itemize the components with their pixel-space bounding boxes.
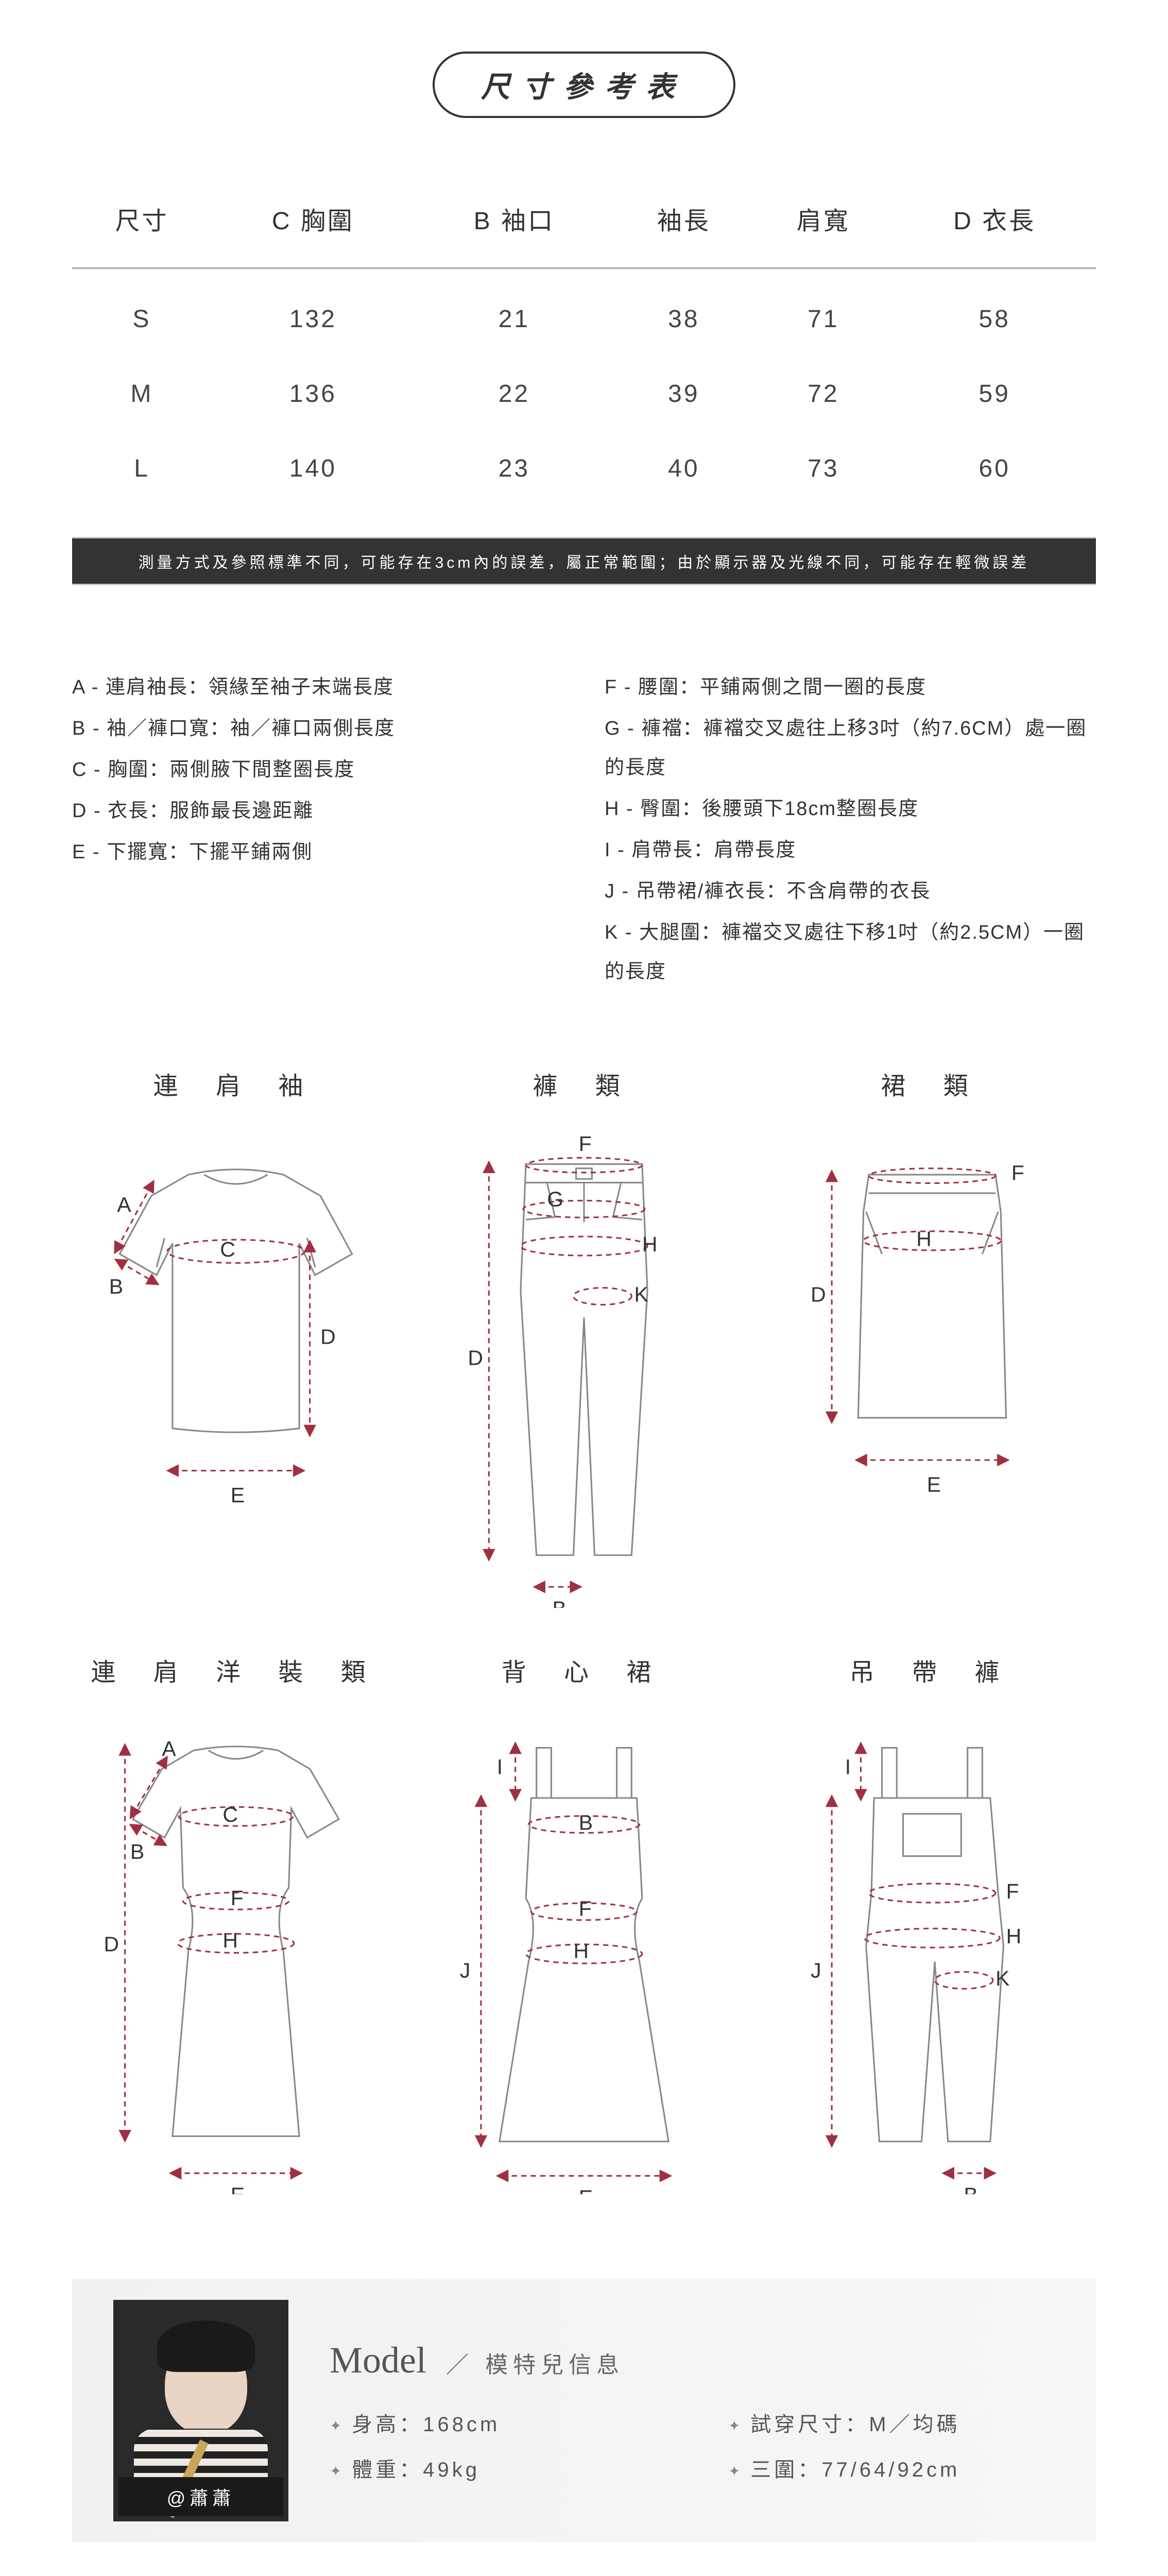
svg-text:F: F bbox=[579, 1132, 592, 1156]
legend-item: F - 腰圍：平鋪兩側之間一圈的長度 bbox=[605, 668, 1096, 707]
page-title-wrap: 尺寸參考表 bbox=[72, 52, 1096, 118]
svg-text:E: E bbox=[231, 1483, 245, 1507]
svg-text:G: G bbox=[547, 1188, 563, 1211]
svg-text:I: I bbox=[497, 1755, 503, 1779]
svg-text:I: I bbox=[845, 1755, 851, 1779]
model-name: @蕭蕭 bbox=[118, 2477, 283, 2516]
tee-icon: A B C D E bbox=[72, 1132, 400, 1513]
svg-text:H: H bbox=[916, 1227, 932, 1251]
legend-right: F - 腰圍：平鋪兩側之間一圈的長度 G - 褲襠：褲襠交叉處往上移3吋（約7.… bbox=[605, 668, 1096, 993]
svg-text:E: E bbox=[579, 2186, 593, 2194]
svg-text:C: C bbox=[220, 1238, 235, 1261]
diagram-pants: 褲 類 F G bbox=[420, 1065, 748, 1611]
svg-text:F: F bbox=[1011, 1161, 1024, 1184]
svg-text:C: C bbox=[222, 1803, 238, 1826]
legend-item: J - 吊帶裙/褲衣長：不含肩帶的衣長 bbox=[605, 872, 1096, 911]
overalls-icon: I F H K J B bbox=[768, 1719, 1096, 2194]
dress-icon: A B C F H D E bbox=[72, 1719, 400, 2194]
svg-text:K: K bbox=[995, 1967, 1009, 1990]
table-row: L14023407360 bbox=[72, 431, 1096, 506]
diagram-cami-dress: 背 心 裙 I B F H J bbox=[420, 1652, 748, 2197]
table-row: M13622397259 bbox=[72, 357, 1096, 431]
table-row: S13221387158 bbox=[72, 268, 1096, 357]
diagram-title: 褲 類 bbox=[420, 1065, 748, 1101]
stat-measure: 三圍：77/64/92cm bbox=[728, 2453, 1065, 2483]
svg-text:D: D bbox=[104, 1933, 119, 1956]
diagram-title: 裙 類 bbox=[768, 1065, 1096, 1101]
svg-text:H: H bbox=[573, 1939, 589, 1963]
svg-text:B: B bbox=[109, 1275, 123, 1298]
diagram-title: 背 心 裙 bbox=[420, 1652, 748, 1688]
model-stats: 身高：168cm 試穿尺寸：M／均碼 體重：49kg 三圍：77/64/92cm bbox=[330, 2408, 1065, 2483]
stat-weight: 體重：49kg bbox=[330, 2453, 666, 2483]
diagram-grid: 連 肩 袖 A B C D E bbox=[72, 1065, 1096, 2197]
svg-text:D: D bbox=[320, 1325, 336, 1348]
legend-item: K - 大腿圍：褲襠交叉處往下移1吋（約2.5CM）一圈的長度 bbox=[605, 913, 1096, 991]
diagram-title: 吊 帶 褲 bbox=[768, 1652, 1096, 1688]
model-photo: @蕭蕭 bbox=[113, 2300, 288, 2521]
svg-text:B: B bbox=[552, 1597, 566, 1608]
model-heading: Model ／ 模特兒信息 bbox=[330, 2339, 1065, 2382]
svg-text:H: H bbox=[1006, 1924, 1022, 1948]
th-length: D 衣長 bbox=[893, 180, 1096, 268]
th-size: 尺寸 bbox=[72, 180, 212, 268]
legend-item: B - 袖／褲口寬：袖／褲口兩側長度 bbox=[72, 709, 563, 748]
legend-item: D - 衣長：服飾最長邊距離 bbox=[72, 791, 563, 831]
legend-item: A - 連肩袖長：領緣至袖子末端長度 bbox=[72, 668, 563, 707]
svg-text:F: F bbox=[1006, 1879, 1019, 1903]
diagram-title: 連 肩 袖 bbox=[72, 1065, 400, 1101]
svg-text:B: B bbox=[579, 1811, 593, 1835]
stat-height: 身高：168cm bbox=[330, 2408, 666, 2437]
th-shoulder: 肩寬 bbox=[753, 180, 893, 268]
legend-item: C - 胸圍：兩側腋下間整圈長度 bbox=[72, 750, 563, 789]
th-chest: C 胸圍 bbox=[212, 180, 415, 268]
model-text: Model ／ 模特兒信息 身高：168cm 試穿尺寸：M／均碼 體重：49kg… bbox=[330, 2339, 1065, 2483]
svg-text:F: F bbox=[231, 1886, 244, 1910]
stat-trysize: 試穿尺寸：M／均碼 bbox=[728, 2408, 1065, 2437]
diagram-raglan-tee: 連 肩 袖 A B C D E bbox=[72, 1065, 400, 1611]
page-title: 尺寸參考表 bbox=[433, 52, 735, 118]
model-info-bar: @蕭蕭 Model ／ 模特兒信息 身高：168cm 試穿尺寸：M／均碼 體重：… bbox=[72, 2279, 1096, 2542]
svg-text:A: A bbox=[117, 1193, 131, 1216]
diagram-title: 連 肩 洋 裝 類 bbox=[72, 1652, 400, 1688]
pants-icon: F G H K D B bbox=[420, 1132, 748, 1608]
th-sleeve: 袖長 bbox=[614, 180, 753, 268]
diagram-overalls: 吊 帶 褲 I F H K bbox=[768, 1652, 1096, 2197]
legend-item: I - 肩帶長：肩帶長度 bbox=[605, 831, 1096, 870]
model-heading-sub: ／ 模特兒信息 bbox=[446, 2352, 624, 2378]
svg-text:E: E bbox=[231, 2183, 245, 2195]
svg-text:B: B bbox=[964, 2183, 978, 2195]
diagram-skirt: 裙 類 F H D E bbox=[768, 1065, 1096, 1611]
model-heading-main: Model bbox=[330, 2340, 426, 2381]
svg-text:E: E bbox=[927, 1473, 941, 1497]
legend-item: G - 褲襠：褲襠交叉處往上移3吋（約7.6CM）處一圈的長度 bbox=[605, 709, 1096, 787]
cami-dress-icon: I B F H J E bbox=[420, 1719, 748, 2194]
svg-text:D: D bbox=[468, 1346, 483, 1369]
svg-text:B: B bbox=[130, 1840, 144, 1863]
svg-text:H: H bbox=[642, 1232, 658, 1256]
legend: A - 連肩袖長：領緣至袖子末端長度 B - 袖／褲口寬：袖／褲口兩側長度 C … bbox=[72, 668, 1096, 993]
svg-text:J: J bbox=[460, 1959, 471, 1982]
svg-text:K: K bbox=[634, 1282, 648, 1306]
legend-item: H - 臀圍：後腰頭下18cm整圈長度 bbox=[605, 789, 1096, 828]
legend-left: A - 連肩袖長：領緣至袖子末端長度 B - 袖／褲口寬：袖／褲口兩側長度 C … bbox=[72, 668, 563, 993]
th-cuff: B 袖口 bbox=[415, 180, 614, 268]
svg-text:F: F bbox=[579, 1897, 592, 1921]
svg-text:A: A bbox=[162, 1737, 176, 1760]
svg-text:D: D bbox=[811, 1282, 826, 1306]
skirt-icon: F H D E bbox=[768, 1132, 1096, 1513]
size-table: 尺寸 C 胸圍 B 袖口 袖長 肩寬 D 衣長 S13221387158 M13… bbox=[72, 180, 1096, 506]
legend-item: E - 下擺寬：下擺平鋪兩側 bbox=[72, 833, 563, 872]
disclaimer-bar: 測量方式及參照標準不同，可能存在3cm內的誤差，屬正常範圍；由於顯示器及光線不同… bbox=[72, 537, 1096, 585]
size-table-header-row: 尺寸 C 胸圍 B 袖口 袖長 肩寬 D 衣長 bbox=[72, 180, 1096, 268]
diagram-raglan-dress: 連 肩 洋 裝 類 A B C F bbox=[72, 1652, 400, 2197]
svg-text:J: J bbox=[811, 1959, 821, 1982]
svg-text:H: H bbox=[222, 1928, 238, 1952]
